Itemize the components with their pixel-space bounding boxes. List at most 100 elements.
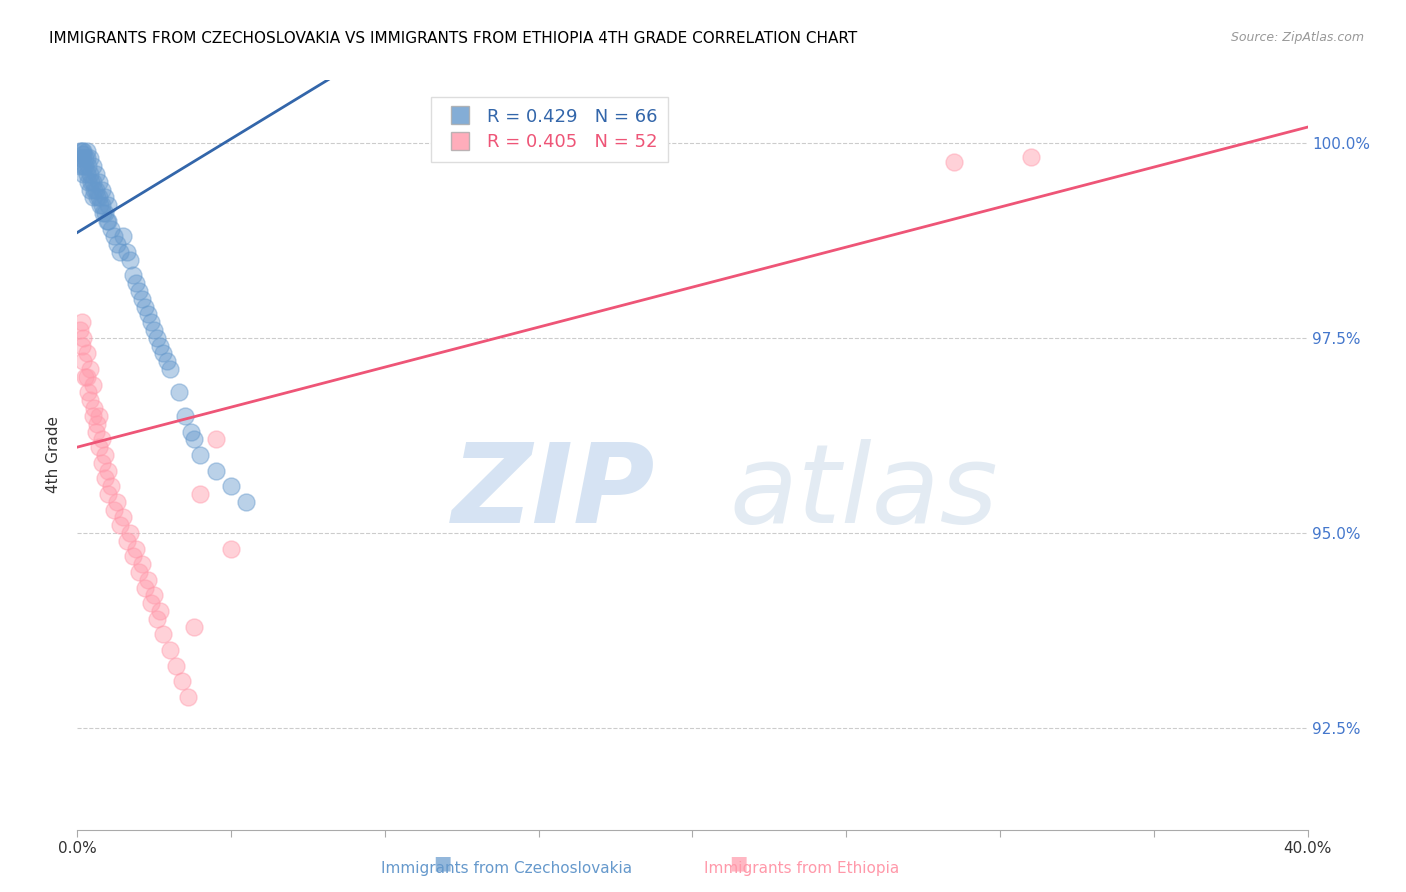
Point — [76, 144, 98, 158]
Point — [188, 487, 212, 501]
Point — [141, 315, 163, 329]
Point — [90, 456, 114, 470]
Point — [87, 175, 110, 189]
Point — [69, 323, 91, 337]
Text: ■: ■ — [433, 854, 453, 872]
Point — [73, 369, 96, 384]
Point — [125, 276, 148, 290]
Point — [143, 323, 166, 337]
Point — [73, 151, 96, 165]
Point — [87, 409, 110, 423]
Point — [77, 175, 100, 189]
Point — [177, 690, 200, 704]
Point — [1019, 150, 1042, 164]
Point — [170, 674, 193, 689]
Point — [79, 362, 101, 376]
Point — [183, 432, 205, 446]
Point — [84, 182, 107, 196]
Point — [76, 151, 98, 165]
Point — [82, 175, 104, 189]
Point — [76, 346, 98, 360]
Point — [77, 385, 100, 400]
Point — [82, 377, 104, 392]
Point — [87, 190, 110, 204]
Point — [69, 159, 91, 173]
Point — [70, 144, 93, 158]
Point — [112, 510, 135, 524]
Point — [942, 155, 965, 169]
Point — [131, 558, 153, 572]
Point — [77, 159, 100, 173]
Point — [90, 198, 114, 212]
Point — [82, 190, 104, 204]
Point — [93, 206, 115, 220]
Point — [105, 237, 128, 252]
Text: Immigrants from Czechoslovakia: Immigrants from Czechoslovakia — [381, 861, 631, 876]
Point — [69, 151, 91, 165]
Point — [79, 151, 101, 165]
Point — [152, 346, 174, 360]
Point — [94, 190, 117, 204]
Point — [110, 244, 132, 259]
Point — [80, 175, 103, 189]
Point — [141, 596, 163, 610]
Point — [128, 565, 150, 579]
Point — [204, 432, 226, 446]
Point — [90, 432, 114, 446]
Point — [219, 479, 242, 493]
Point — [134, 581, 156, 595]
Text: ZIP: ZIP — [453, 439, 655, 546]
Point — [149, 338, 172, 352]
Point — [82, 409, 104, 423]
Point — [188, 448, 212, 462]
Point — [76, 369, 98, 384]
Point — [118, 525, 141, 540]
Point — [89, 198, 111, 212]
Point — [97, 487, 120, 501]
Point — [96, 213, 118, 227]
Point — [159, 643, 181, 657]
Point — [180, 425, 202, 439]
Point — [128, 284, 150, 298]
Point — [83, 401, 105, 416]
Point — [72, 354, 94, 368]
Point — [134, 300, 156, 314]
Point — [84, 167, 107, 181]
Point — [118, 252, 141, 267]
Point — [79, 167, 101, 181]
Point — [72, 144, 94, 158]
Point — [70, 315, 93, 329]
Legend: R = 0.429   N = 66, R = 0.405   N = 52: R = 0.429 N = 66, R = 0.405 N = 52 — [430, 97, 668, 161]
Point — [103, 502, 125, 516]
Point — [97, 198, 120, 212]
Text: ■: ■ — [728, 854, 748, 872]
Text: Source: ZipAtlas.com: Source: ZipAtlas.com — [1230, 31, 1364, 45]
Text: atlas: atlas — [730, 439, 998, 546]
Point — [131, 292, 153, 306]
Point — [204, 463, 226, 477]
Point — [183, 620, 205, 634]
Point — [86, 417, 108, 431]
Point — [136, 307, 159, 321]
Point — [86, 190, 108, 204]
Point — [235, 494, 257, 508]
Point — [72, 331, 94, 345]
Point — [121, 549, 143, 564]
Point — [100, 479, 122, 493]
Point — [165, 658, 187, 673]
Point — [121, 268, 143, 283]
Point — [125, 541, 148, 556]
Point — [94, 448, 117, 462]
Point — [76, 167, 98, 181]
Point — [94, 471, 117, 485]
Point — [82, 159, 104, 173]
Point — [97, 463, 120, 477]
Point — [90, 182, 114, 196]
Point — [72, 159, 94, 173]
Point — [167, 385, 190, 400]
Y-axis label: 4th Grade: 4th Grade — [46, 417, 62, 493]
Point — [87, 440, 110, 454]
Point — [94, 206, 117, 220]
Point — [136, 573, 159, 587]
Point — [79, 182, 101, 196]
